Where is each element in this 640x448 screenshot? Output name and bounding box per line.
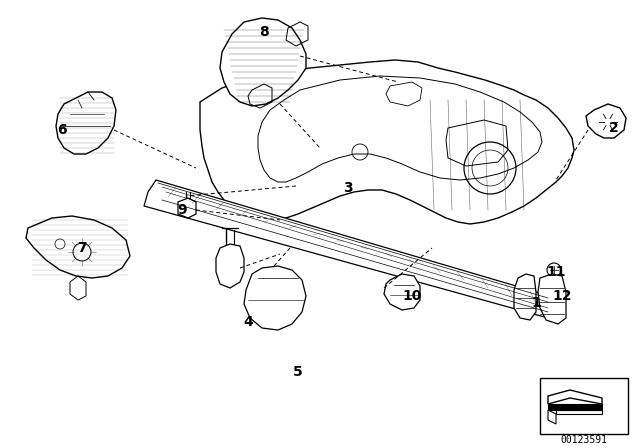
Text: 4: 4 bbox=[243, 315, 253, 329]
Polygon shape bbox=[56, 92, 116, 154]
Text: 7: 7 bbox=[77, 241, 87, 255]
Polygon shape bbox=[514, 274, 536, 320]
Polygon shape bbox=[538, 274, 566, 324]
Text: 3: 3 bbox=[343, 181, 353, 195]
Polygon shape bbox=[244, 266, 306, 330]
Polygon shape bbox=[548, 404, 602, 410]
Polygon shape bbox=[586, 104, 626, 138]
Text: 6: 6 bbox=[57, 123, 67, 137]
Text: 9: 9 bbox=[177, 203, 187, 217]
Polygon shape bbox=[144, 180, 556, 318]
Polygon shape bbox=[220, 18, 306, 106]
Polygon shape bbox=[200, 60, 574, 224]
Bar bbox=[540, 378, 628, 434]
Text: 5: 5 bbox=[293, 365, 303, 379]
Polygon shape bbox=[216, 244, 244, 288]
Text: 10: 10 bbox=[403, 289, 422, 303]
Text: 8: 8 bbox=[259, 25, 269, 39]
Text: 12: 12 bbox=[552, 289, 572, 303]
Polygon shape bbox=[548, 410, 556, 424]
Text: 1: 1 bbox=[531, 296, 541, 310]
Text: 11: 11 bbox=[547, 265, 566, 279]
Text: 2: 2 bbox=[609, 121, 619, 135]
Text: 00123591: 00123591 bbox=[561, 435, 607, 445]
Polygon shape bbox=[26, 216, 130, 278]
Polygon shape bbox=[384, 274, 420, 310]
Polygon shape bbox=[178, 198, 196, 218]
